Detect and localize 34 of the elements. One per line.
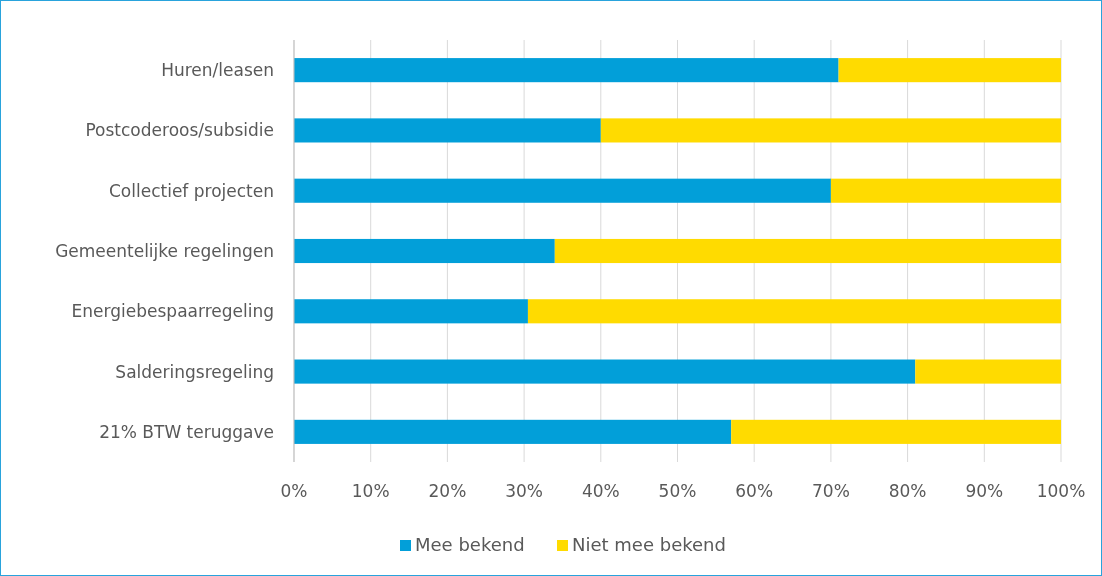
y-tick-label: Postcoderoos/subsidie [85, 120, 274, 141]
x-tick-label: 100% [1036, 481, 1086, 501]
bar [294, 299, 528, 324]
y-tick-label: Energiebespaarregeling [71, 301, 274, 322]
x-tick-label: 30% [505, 481, 543, 501]
x-tick-label: 80% [888, 481, 927, 501]
bar [830, 178, 1061, 203]
y-tick-label: 21% BTW teruggave [99, 421, 274, 442]
x-tick-label: 40% [581, 481, 620, 501]
bar [294, 178, 831, 203]
x-tick-label: 10% [351, 481, 390, 501]
bar [294, 58, 839, 83]
bar [294, 118, 601, 143]
bar [838, 58, 1061, 83]
bar [915, 359, 1061, 384]
x-tick-label: 60% [735, 481, 774, 501]
legend-label: Mee bekend [415, 534, 525, 555]
legend-label: Niet mee bekend [572, 534, 726, 555]
y-tick-label: Gemeentelijke regelingen [55, 240, 274, 261]
y-tick-label: Salderingsregeling [115, 361, 274, 382]
x-tick-label: 90% [965, 481, 1004, 501]
y-tick-label: Collectief projecten [109, 180, 274, 201]
bar [294, 419, 732, 444]
bar [294, 238, 555, 264]
x-tick-label: 20% [428, 481, 467, 501]
x-tick-label: 0% [280, 481, 308, 501]
y-tick-label: Huren/leasen [161, 60, 274, 81]
bar [527, 299, 1061, 324]
bar [294, 359, 916, 384]
bar [600, 118, 1061, 143]
x-tick-label: 70% [812, 481, 850, 501]
bar [554, 238, 1061, 264]
x-tick-label: 50% [658, 481, 697, 501]
bar [731, 419, 1061, 444]
